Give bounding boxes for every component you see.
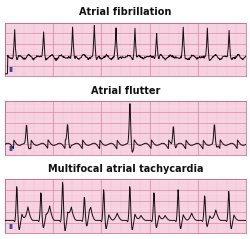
Text: Atrial flutter: Atrial flutter bbox=[90, 86, 160, 96]
Text: II: II bbox=[8, 146, 14, 152]
Text: Atrial fibrillation: Atrial fibrillation bbox=[79, 7, 171, 17]
Text: II: II bbox=[8, 67, 14, 73]
Text: II: II bbox=[8, 224, 14, 230]
Text: Multifocal atrial tachycardia: Multifocal atrial tachycardia bbox=[48, 164, 203, 174]
